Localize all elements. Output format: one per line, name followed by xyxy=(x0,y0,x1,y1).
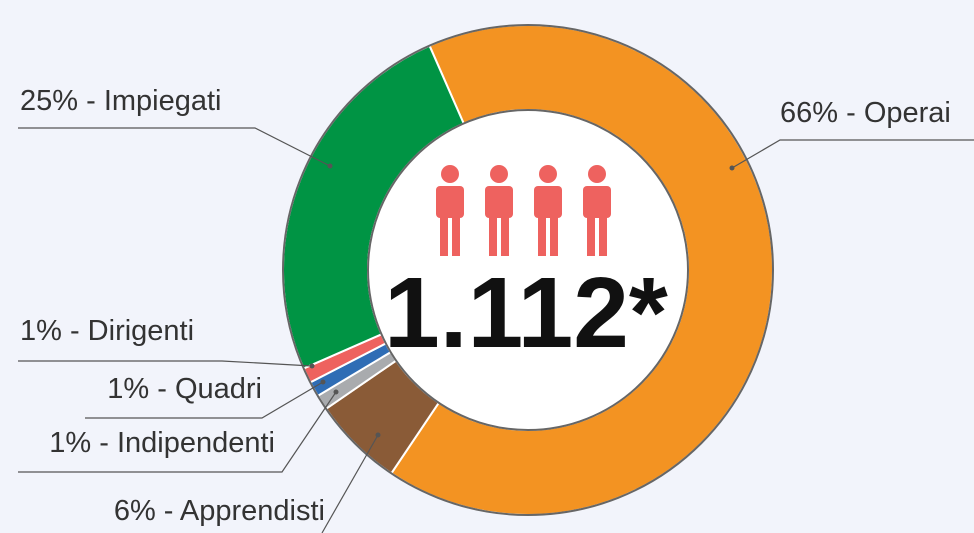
leader-line xyxy=(18,127,331,167)
slice-label: 1% - Dirigenti xyxy=(20,315,194,347)
person-icon xyxy=(485,165,513,256)
ring xyxy=(282,24,774,516)
leader-line xyxy=(731,139,974,169)
slice-label: 25% - Impiegati xyxy=(20,85,222,117)
leader-line xyxy=(85,381,324,419)
outer-outline xyxy=(282,24,774,516)
labels: 66% - Operai 6% - Apprendisti 1% - Indipen… xyxy=(18,85,974,533)
center-label: 1.112* xyxy=(384,257,668,369)
person-icon xyxy=(534,165,562,256)
person-icon xyxy=(436,165,464,256)
leader-dot xyxy=(309,363,315,369)
leader-line xyxy=(18,360,313,367)
slice-label: 66% - Operai xyxy=(780,97,951,129)
slice-label: 1% - Quadri xyxy=(107,373,262,405)
leader-dot xyxy=(320,379,326,385)
leader-dot xyxy=(375,432,381,438)
leader-line xyxy=(18,391,337,473)
leader-dot xyxy=(729,165,735,171)
people-icons xyxy=(436,165,611,256)
slice-label: 1% - Indipendenti xyxy=(49,427,275,459)
person-icon xyxy=(583,165,611,256)
leader-line xyxy=(321,434,379,533)
leader-dot xyxy=(327,163,333,169)
slice-label: 6% - Apprendisti xyxy=(114,495,325,527)
leader-dot xyxy=(333,389,339,395)
